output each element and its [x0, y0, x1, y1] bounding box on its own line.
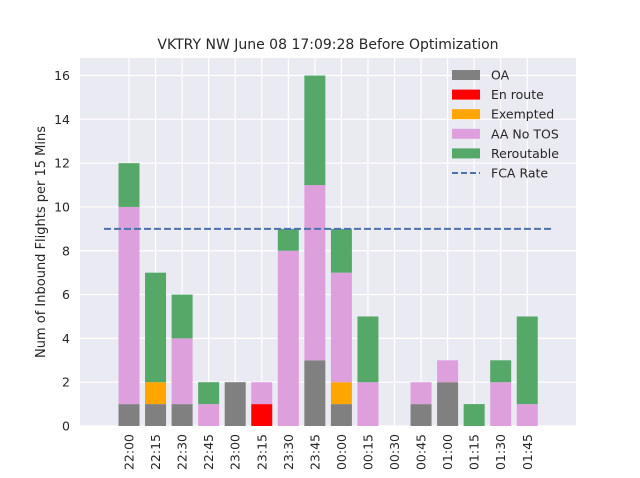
bar-reroutable — [463, 404, 485, 426]
bar-aa-no-tos — [118, 206, 140, 405]
x-tick-label: 00:45 — [414, 434, 429, 470]
bars — [118, 75, 538, 426]
bar-reroutable — [277, 228, 299, 251]
x-tick-label: 01:00 — [440, 434, 455, 470]
legend-label: OA — [491, 68, 510, 83]
bar-reroutable — [516, 316, 538, 405]
bar-aa-no-tos — [490, 382, 512, 426]
bar-oa — [437, 382, 459, 426]
y-tick-label: 12 — [54, 156, 70, 171]
y-tick-label: 4 — [62, 331, 70, 346]
bar-reroutable — [145, 272, 167, 383]
bar-aa-no-tos — [304, 185, 326, 361]
bar-reroutable — [171, 294, 193, 339]
bar-oa — [118, 404, 140, 426]
legend-swatch — [452, 128, 480, 139]
legend: OA En route Exempted AA No TOS Reroutable FCA… — [452, 68, 559, 181]
legend-swatch — [452, 89, 480, 100]
legend-swatch — [452, 70, 480, 80]
legend-label: FCA Rate — [491, 166, 548, 181]
bar-aa-no-tos — [251, 382, 273, 405]
bar-en-route — [251, 404, 273, 426]
bar-aa-no-tos — [357, 382, 379, 426]
chart-title: VKTRY NW June 08 17:09:28 Before Optimiz… — [157, 37, 498, 53]
y-tick-label: 8 — [62, 243, 70, 258]
x-tick-label: 23:30 — [281, 434, 296, 470]
bar-oa — [171, 404, 193, 426]
bar-aa-no-tos — [437, 360, 459, 383]
y-tick-label: 2 — [62, 375, 70, 390]
y-tick-label: 14 — [54, 112, 70, 127]
y-tick-labels: 0 2 4 6 8 10 12 14 16 — [54, 68, 70, 433]
y-axis-label: Num of Inbound Flights per 15 Mins — [34, 126, 49, 358]
x-tick-label: 00:15 — [360, 434, 375, 470]
bar-oa — [410, 404, 432, 426]
bar-reroutable — [357, 316, 379, 383]
x-tick-label: 01:30 — [493, 434, 508, 470]
x-tick-label: 22:30 — [175, 434, 190, 470]
x-tick-label: 01:15 — [467, 434, 482, 470]
bar-reroutable — [304, 75, 326, 186]
legend-swatch — [452, 148, 480, 159]
bar-reroutable — [490, 360, 512, 383]
legend-label: AA No TOS — [491, 126, 559, 141]
y-tick-label: 0 — [62, 419, 70, 434]
bar-oa — [304, 360, 326, 426]
bar-aa-no-tos — [171, 338, 193, 405]
x-tick-label: 23:00 — [228, 434, 243, 470]
x-tick-label: 00:30 — [387, 434, 402, 470]
x-tick-label: 00:00 — [334, 434, 349, 470]
x-tick-label: 23:45 — [307, 434, 322, 470]
bar-oa — [330, 404, 352, 426]
legend-label: En route — [491, 87, 544, 102]
bar-reroutable — [330, 228, 352, 273]
bar-exempted — [330, 382, 352, 405]
bar-oa — [145, 404, 167, 426]
y-tick-label: 6 — [62, 287, 70, 302]
y-tick-label: 16 — [54, 68, 70, 83]
bar-reroutable — [118, 163, 140, 207]
bar-oa — [224, 382, 246, 426]
legend-label: Reroutable — [491, 146, 559, 161]
x-tick-labels: 22:00 22:15 22:30 22:45 23:00 23:15 23:30 23:45… — [122, 434, 535, 470]
bar-aa-no-tos — [277, 250, 299, 426]
x-tick-label: 22:00 — [122, 434, 137, 470]
bar-aa-no-tos — [198, 404, 220, 426]
x-tick-label: 23:15 — [254, 434, 269, 470]
bar-exempted — [145, 382, 167, 405]
x-tick-label: 22:45 — [201, 434, 216, 470]
y-tick-label: 10 — [54, 199, 70, 214]
x-tick-label: 01:45 — [520, 434, 535, 470]
bar-aa-no-tos — [330, 272, 352, 383]
legend-swatch — [452, 109, 480, 120]
bar-reroutable — [198, 382, 220, 405]
bar-aa-no-tos — [516, 404, 538, 426]
x-tick-label: 22:15 — [148, 434, 163, 470]
legend-label: Exempted — [491, 107, 554, 122]
bar-aa-no-tos — [410, 382, 432, 405]
